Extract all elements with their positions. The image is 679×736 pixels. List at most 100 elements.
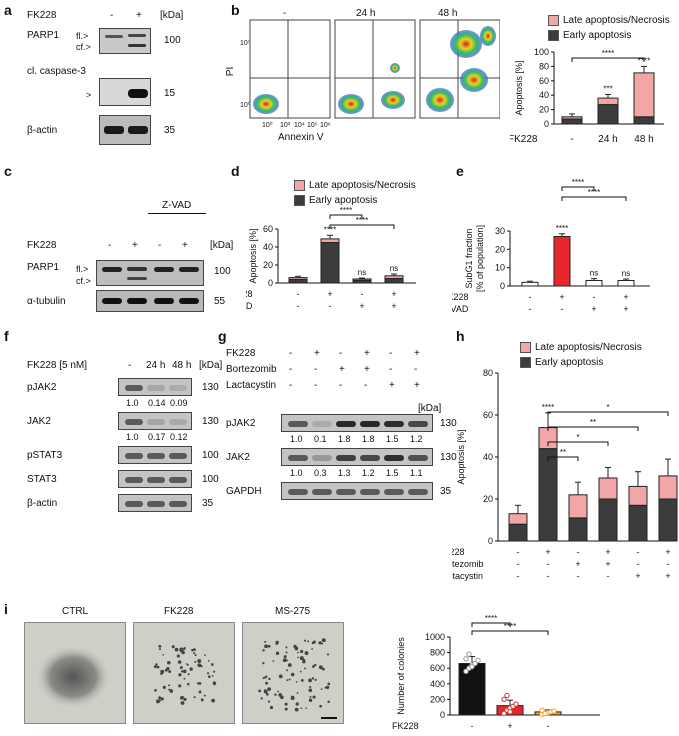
band (384, 421, 404, 427)
cell-dot (284, 702, 288, 706)
cell-dot (275, 640, 279, 645)
cell-dot (274, 693, 277, 696)
cell-dot (193, 648, 196, 651)
row-sign: + (665, 571, 670, 581)
mw-label: 15 (164, 88, 176, 99)
cell-dot (267, 700, 271, 703)
cell-dot (300, 678, 304, 682)
y-axis-label: Apoptosis [%] (248, 228, 258, 283)
treatment-sign: + (314, 348, 320, 359)
flow-xtick: 10⁵ (307, 122, 318, 129)
treatment-sign: + (339, 364, 345, 375)
col-sign: - (110, 10, 114, 21)
blot-parp1 (99, 28, 151, 54)
significance-bracket (329, 214, 363, 219)
significance-label: * (606, 403, 609, 412)
significance-bracket (547, 456, 579, 461)
significance-bracket (571, 57, 645, 62)
blot-β-actin (118, 494, 192, 512)
row-label: β-actin (27, 498, 58, 509)
row-sign: - (547, 559, 550, 569)
cell-dot (155, 663, 158, 666)
panel-label-f: f (4, 328, 9, 344)
band (312, 455, 332, 461)
quant-value: 1.2 (410, 434, 423, 444)
bar-early (384, 278, 404, 284)
y-tick-label: 20 (483, 494, 493, 504)
cell-dot (266, 692, 269, 696)
row-sign: - (471, 721, 474, 731)
cell-dot (156, 665, 160, 669)
row-label: Lactacystin (452, 571, 483, 581)
cell-dot (285, 651, 288, 654)
quant-value: 0.1 (314, 434, 327, 444)
cell-dot (179, 666, 183, 670)
cell-dot (194, 654, 197, 657)
bar-late (384, 275, 404, 280)
row-label: JAK2 (226, 452, 250, 463)
cell-dot (312, 640, 316, 644)
bar-late (288, 277, 308, 280)
bar-early (320, 242, 340, 284)
band (312, 421, 332, 427)
quant-value: 1.0 (290, 434, 303, 444)
row-sign: - (297, 301, 300, 311)
band (288, 455, 308, 461)
cell-dot (168, 670, 172, 674)
cell-dot (280, 695, 284, 700)
cell-dot (187, 673, 190, 676)
cell-dot (327, 682, 331, 686)
y-axis-label: [% of population] (475, 225, 485, 292)
mw-label: 130 (202, 416, 219, 427)
cell-dot (277, 690, 280, 693)
y-tick-label: 60 (263, 224, 273, 234)
data-point (466, 651, 472, 657)
row-label: PARP1 (27, 30, 60, 41)
significance-label: **** (340, 206, 352, 215)
y-axis-label: Number of colonies (396, 637, 406, 715)
cell-dot (309, 685, 312, 688)
band (408, 489, 428, 495)
band (169, 477, 187, 483)
category-label: 24 h (598, 134, 617, 145)
row-sign: - (547, 571, 550, 581)
band (336, 489, 356, 495)
flow-ytick: 10⁵ (240, 40, 251, 47)
treatment-sign: - (314, 380, 318, 391)
row-sign: - (607, 571, 610, 581)
cell-dot (206, 672, 210, 675)
cell-dot (211, 675, 214, 677)
treatment-sign: - (389, 348, 393, 359)
cell-dot (319, 704, 322, 708)
band (360, 455, 380, 461)
cell-dot (213, 683, 216, 686)
cell-dot (178, 684, 182, 688)
bar-early (568, 517, 588, 542)
cell-dot (314, 663, 317, 667)
cell-dot (304, 667, 307, 670)
significance-label: **** (588, 188, 600, 197)
quant-value: 0.3 (314, 468, 327, 478)
cell-dot (183, 697, 187, 701)
cell-dot (262, 677, 265, 680)
significance-label: ns (390, 264, 398, 273)
cell-dot (308, 688, 313, 693)
panel-label-i: i (4, 601, 8, 617)
blot-jak2 (281, 448, 433, 466)
cell-dot (180, 701, 185, 705)
band (147, 453, 165, 459)
treatment-sign: - (339, 380, 343, 391)
significance-bracket (329, 224, 395, 229)
cell-dot (153, 665, 157, 669)
band (288, 421, 308, 427)
band (360, 421, 380, 427)
row-sign: - (667, 559, 670, 569)
cell-dot (286, 679, 289, 682)
bar-early (628, 504, 648, 542)
band (125, 385, 143, 391)
bar-early (561, 118, 583, 125)
cell-dot (196, 682, 200, 685)
cell-dot (191, 648, 194, 652)
fl-marker: fl.> (76, 31, 89, 41)
significance-label: ** (590, 418, 596, 427)
